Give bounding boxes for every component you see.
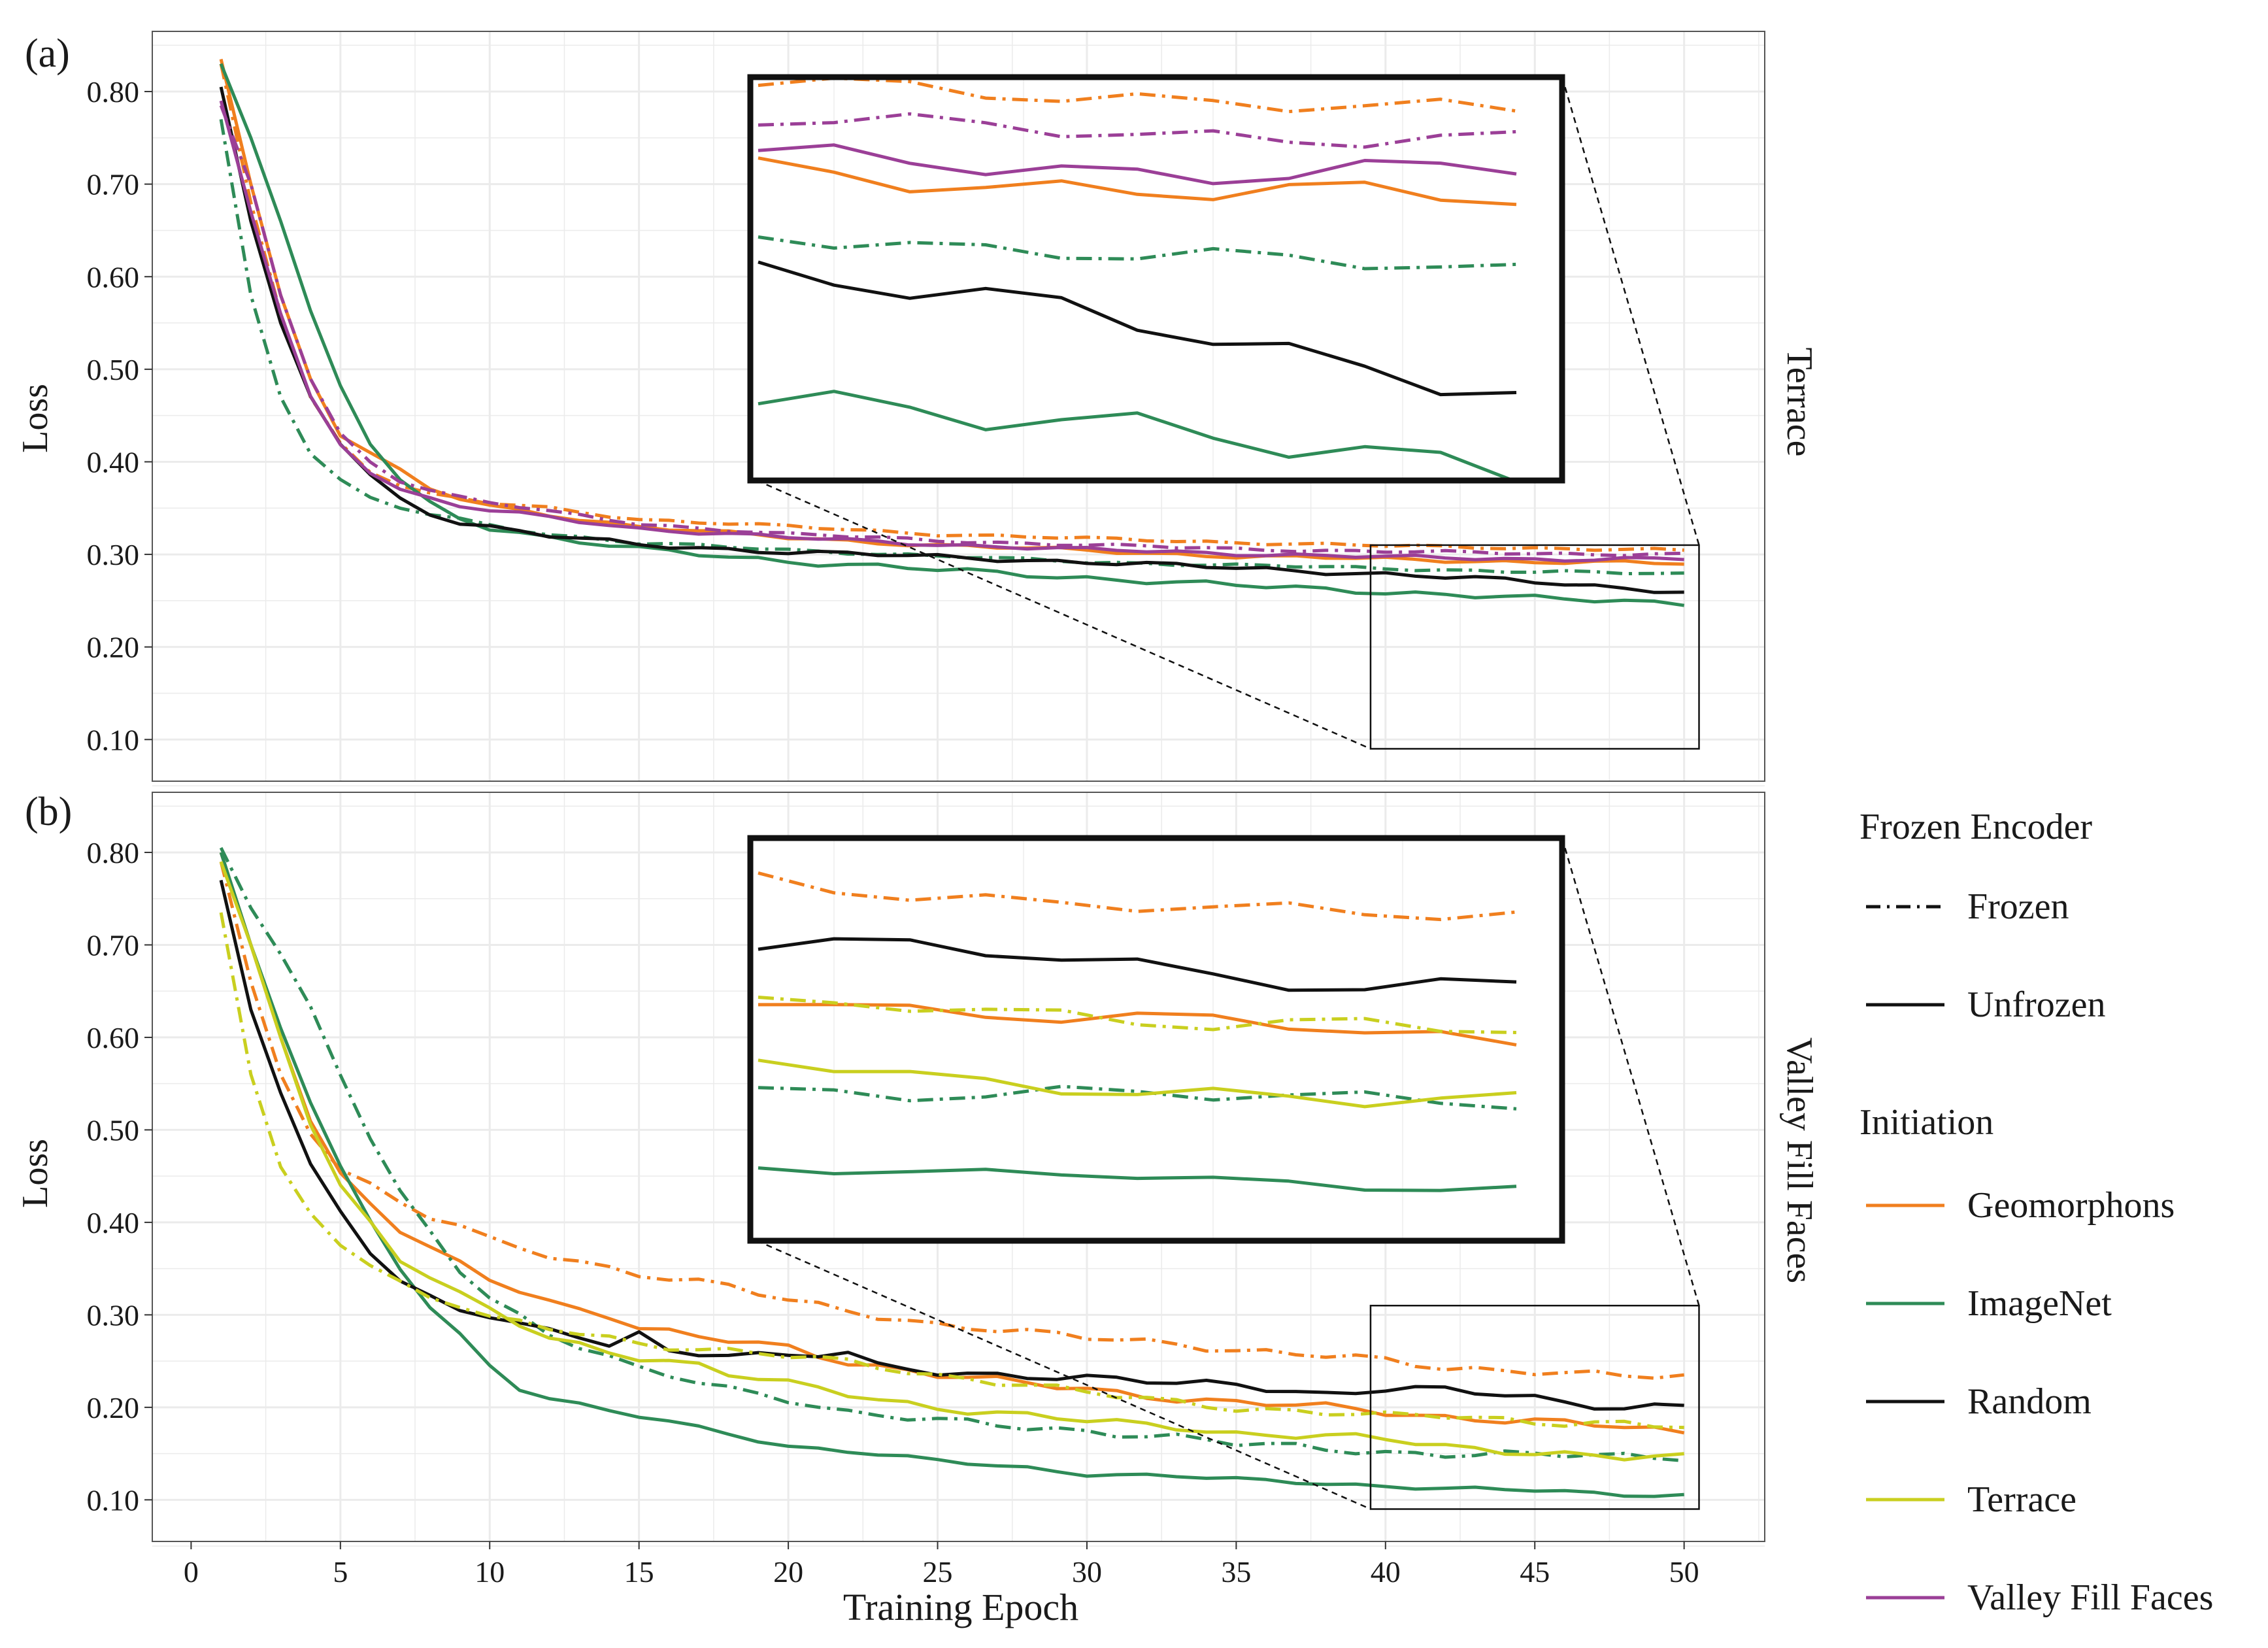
- inset-series-line-geomorphons-frozen: [758, 871, 1517, 922]
- x-tick-label: 25: [923, 1555, 953, 1589]
- legend-imagenet-label: ImageNet: [1967, 1283, 2112, 1324]
- zoom-connector-line: [756, 1239, 1371, 1510]
- legend-geomorphons-label: Geomorphons: [1967, 1185, 2175, 1226]
- inset-series-line-geomorphons-unfrozen: [758, 156, 1517, 207]
- inset-frame: [747, 74, 1565, 484]
- zoom-connector-line: [756, 479, 1371, 750]
- legend-valley-fill-faces-label: Valley Fill Faces: [1967, 1577, 2213, 1618]
- inset-series-line-terrace-unfrozen: [758, 1058, 1517, 1109]
- zoom-region-box: [1369, 544, 1700, 750]
- zoom-connector-line: [1561, 76, 1700, 546]
- inset-series-line-random-unfrozen: [758, 937, 1517, 992]
- inset-background: [750, 77, 1562, 480]
- y-tick-label: 0.20: [87, 631, 140, 664]
- x-tick-label: 5: [333, 1555, 348, 1589]
- zoom-connector-line: [1561, 837, 1700, 1306]
- plot-panel-frame: [152, 792, 1765, 1542]
- panel-a-y-axis-label: Loss: [15, 384, 56, 453]
- y-tick-label: 0.60: [87, 1021, 140, 1054]
- series-line-terrace-unfrozen: [219, 861, 1684, 1462]
- x-tick-label: 0: [184, 1555, 199, 1589]
- inset-background: [750, 838, 1562, 1241]
- series-line-terrace-frozen: [219, 912, 1684, 1430]
- x-tick-label: 50: [1669, 1555, 1699, 1589]
- legend-frozen-label: Frozen: [1967, 886, 2069, 927]
- y-tick-label: 0.10: [87, 1483, 140, 1517]
- y-tick-label: 0.70: [87, 168, 140, 201]
- inset-series-line-imagenet-unfrozen: [758, 390, 1517, 484]
- legend-terrace-label: Terrace: [1967, 1479, 2076, 1520]
- panel-a-label: (a): [25, 31, 70, 76]
- y-tick-label: 0.20: [87, 1391, 140, 1424]
- y-tick-label: 0.80: [87, 836, 140, 869]
- series-line-imagenet-frozen: [219, 847, 1684, 1463]
- series-line-imagenet-unfrozen: [219, 852, 1684, 1498]
- x-axis-label: Training Epoch: [843, 1586, 1078, 1628]
- y-tick-label: 0.30: [87, 538, 140, 571]
- panel-b-facet-strip-label: Valley Fill Faces: [1779, 1037, 1820, 1283]
- inset-frame: [747, 835, 1565, 1244]
- series-line-valley-fill-faces-unfrozen: [219, 100, 1684, 563]
- series-line-random-unfrozen: [219, 86, 1684, 594]
- legend-encoder-title: Frozen Encoder: [1859, 807, 2092, 847]
- inset-series-line-random-unfrozen: [758, 260, 1517, 397]
- series-line-valley-fill-faces-frozen: [219, 105, 1684, 558]
- panel-b-y-axis-label: Loss: [15, 1139, 56, 1208]
- inset-series-line-geomorphons-unfrozen: [758, 1003, 1517, 1047]
- inset-series-line-valley-fill-faces-unfrozen: [758, 143, 1517, 186]
- y-tick-label: 0.70: [87, 928, 140, 962]
- x-tick-label: 45: [1520, 1555, 1550, 1589]
- x-tick-label: 15: [624, 1555, 654, 1589]
- y-tick-label: 0.40: [87, 1206, 140, 1239]
- legend: Frozen Encoder Frozen Unfrozen Initiatio…: [1859, 807, 2213, 1618]
- legend-unfrozen-label: Unfrozen: [1967, 984, 2105, 1025]
- x-tick-label: 40: [1371, 1555, 1401, 1589]
- series-line-imagenet-unfrozen: [219, 63, 1685, 607]
- zoom-region-box: [1369, 1304, 1700, 1510]
- y-tick-label: 0.40: [87, 445, 140, 479]
- x-tick-label: 20: [773, 1555, 803, 1589]
- series-line-random-unfrozen: [219, 879, 1684, 1411]
- x-tick-label: 30: [1072, 1555, 1102, 1589]
- y-tick-label: 0.50: [87, 353, 140, 386]
- panel-b-label: (b): [25, 790, 72, 834]
- y-tick-label: 0.60: [87, 260, 140, 294]
- legend-initiation-title: Initiation: [1859, 1102, 1993, 1143]
- y-tick-label: 0.30: [87, 1298, 140, 1332]
- panel-a: (a) Loss Terrace 0.10 0.20 0.30 0.40 0.50 0.6…: [15, 31, 1820, 786]
- x-tick-label: 35: [1221, 1555, 1251, 1589]
- panel-a-facet-strip-label: Terrace: [1779, 347, 1820, 456]
- y-tick-label: 0.80: [87, 75, 140, 109]
- inset-series-line-imagenet-unfrozen: [758, 1166, 1517, 1192]
- y-tick-label: 0.50: [87, 1113, 140, 1147]
- y-tick-label: 0.10: [87, 723, 140, 756]
- legend-random-label: Random: [1967, 1381, 2092, 1422]
- plot-panel-frame: [152, 31, 1765, 782]
- panel-b: (b) Loss Valley Fill Faces 0.10 0.20 0.30 0…: [15, 790, 1820, 1589]
- x-tick-label: 10: [475, 1555, 505, 1589]
